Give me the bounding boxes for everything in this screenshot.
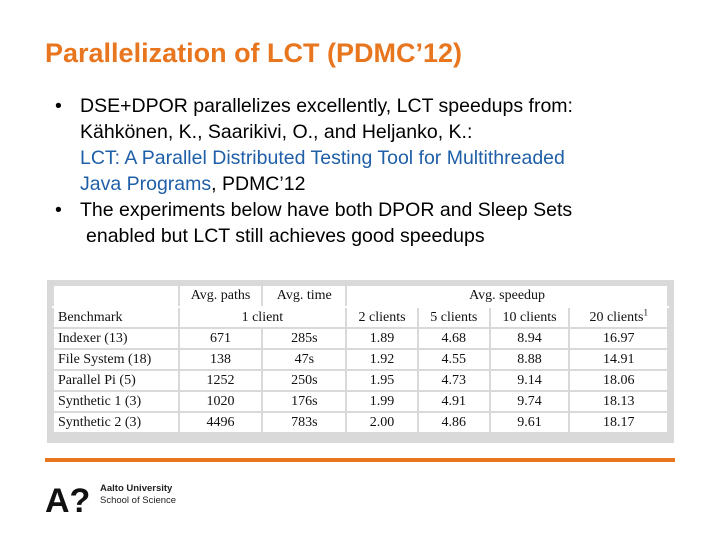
cell-benchmark: Synthetic 2 (3) [52, 411, 180, 434]
cell-speedup-10: 8.88 [488, 348, 571, 371]
bullet-dot: • [55, 199, 62, 221]
header-cell-empty [52, 284, 180, 308]
cell-avg-paths: 671 [177, 327, 264, 350]
cell-speedup-2: 1.89 [345, 327, 419, 350]
table-row: Synthetic 2 (3) 4496 783s 2.00 4.86 9.61… [52, 411, 669, 434]
cell-benchmark: Synthetic 1 (3) [52, 390, 180, 413]
cell-avg-paths: 138 [177, 348, 264, 371]
cell-speedup-20: 16.97 [568, 327, 669, 350]
paper-link-line-2[interactable]: Java Programs [80, 173, 212, 195]
cell-speedup-2: 1.99 [345, 390, 419, 413]
header-avg-paths: Avg. paths [177, 284, 264, 308]
table-row: Parallel Pi (5) 1252 250s 1.95 4.73 9.14… [52, 369, 669, 392]
header-20-clients-label: 20 clients [589, 309, 644, 325]
table-header-row-2: Benchmark 1 client 2 clients 5 clients 1… [52, 306, 669, 329]
footnote-mark: 1 [643, 306, 648, 317]
bullet-list: • DSE+DPOR parallelizes excellently, LCT… [55, 93, 705, 249]
cell-avg-time: 47s [261, 348, 348, 371]
bullet-item-2: • The experiments below have both DPOR a… [55, 197, 705, 249]
aalto-logo-icon: A? [45, 482, 90, 518]
cell-speedup-5: 4.91 [416, 390, 491, 413]
table-header-row-1: Avg. paths Avg. time Avg. speedup [52, 284, 669, 308]
table-row: Indexer (13) 671 285s 1.89 4.68 8.94 16.… [52, 327, 669, 350]
bullet-dot: • [55, 95, 62, 117]
cell-speedup-10: 9.14 [488, 369, 571, 392]
cell-speedup-2: 1.92 [345, 348, 419, 371]
bullet-2-line-1: The experiments below have both DPOR and… [80, 199, 573, 221]
header-1-client: 1 client [177, 306, 348, 329]
table-row: Synthetic 1 (3) 1020 176s 1.99 4.91 9.74… [52, 390, 669, 413]
cell-speedup-20: 14.91 [568, 348, 669, 371]
cell-avg-time: 285s [261, 327, 348, 350]
cell-benchmark: Parallel Pi (5) [52, 369, 180, 392]
header-avg-time: Avg. time [261, 284, 348, 308]
footer-divider [45, 458, 675, 462]
cell-speedup-10: 9.74 [488, 390, 571, 413]
cell-avg-paths: 1020 [177, 390, 264, 413]
bullet-1-line-1: DSE+DPOR parallelizes excellently, LCT s… [80, 95, 573, 117]
cell-avg-time: 783s [261, 411, 348, 434]
cell-avg-paths: 1252 [177, 369, 264, 392]
logo-mark: A? [45, 482, 90, 518]
benchmark-table: Avg. paths Avg. time Avg. speedup Benchm… [52, 284, 669, 434]
header-20-clients: 20 clients1 [568, 306, 669, 329]
cell-speedup-20: 18.13 [568, 390, 669, 413]
header-5-clients: 5 clients [416, 306, 491, 329]
paper-link-line-1[interactable]: LCT: A Parallel Distributed Testing Tool… [80, 147, 565, 169]
cell-benchmark: Indexer (13) [52, 327, 180, 350]
cell-speedup-2: 2.00 [345, 411, 419, 434]
school-name: School of Science [100, 495, 177, 506]
cell-speedup-5: 4.86 [416, 411, 491, 434]
cell-speedup-20: 18.17 [568, 411, 669, 434]
bullet-item-1: • DSE+DPOR parallelizes excellently, LCT… [55, 93, 705, 197]
table-row: File System (18) 138 47s 1.92 4.55 8.88 … [52, 348, 669, 371]
venue-text: , PDMC’12 [211, 173, 306, 195]
cell-speedup-5: 4.55 [416, 348, 491, 371]
cell-speedup-10: 8.94 [488, 327, 571, 350]
cell-speedup-5: 4.73 [416, 369, 491, 392]
header-benchmark: Benchmark [52, 306, 180, 329]
cell-speedup-2: 1.95 [345, 369, 419, 392]
bullet-2-line-2: enabled but LCT still achieves good spee… [86, 225, 485, 247]
slide-title: Parallelization of LCT (PDMC’12) [45, 38, 463, 68]
cell-avg-time: 250s [261, 369, 348, 392]
header-10-clients: 10 clients [488, 306, 571, 329]
cell-speedup-5: 4.68 [416, 327, 491, 350]
bullet-1-line-2: Kähkönen, K., Saarikivi, O., and Heljank… [80, 121, 473, 143]
cell-speedup-10: 9.61 [488, 411, 571, 434]
bullet-1-line-4: Java Programs, PDMC’12 [80, 171, 705, 197]
benchmark-table-image: Avg. paths Avg. time Avg. speedup Benchm… [47, 280, 674, 443]
cell-speedup-20: 18.06 [568, 369, 669, 392]
cell-avg-paths: 4496 [177, 411, 264, 434]
header-avg-speedup: Avg. speedup [345, 284, 669, 308]
cell-benchmark: File System (18) [52, 348, 180, 371]
university-name: Aalto University [100, 483, 173, 494]
logo-text: Aalto University School of Science [100, 483, 176, 507]
cell-avg-time: 176s [261, 390, 348, 413]
header-2-clients: 2 clients [345, 306, 419, 329]
